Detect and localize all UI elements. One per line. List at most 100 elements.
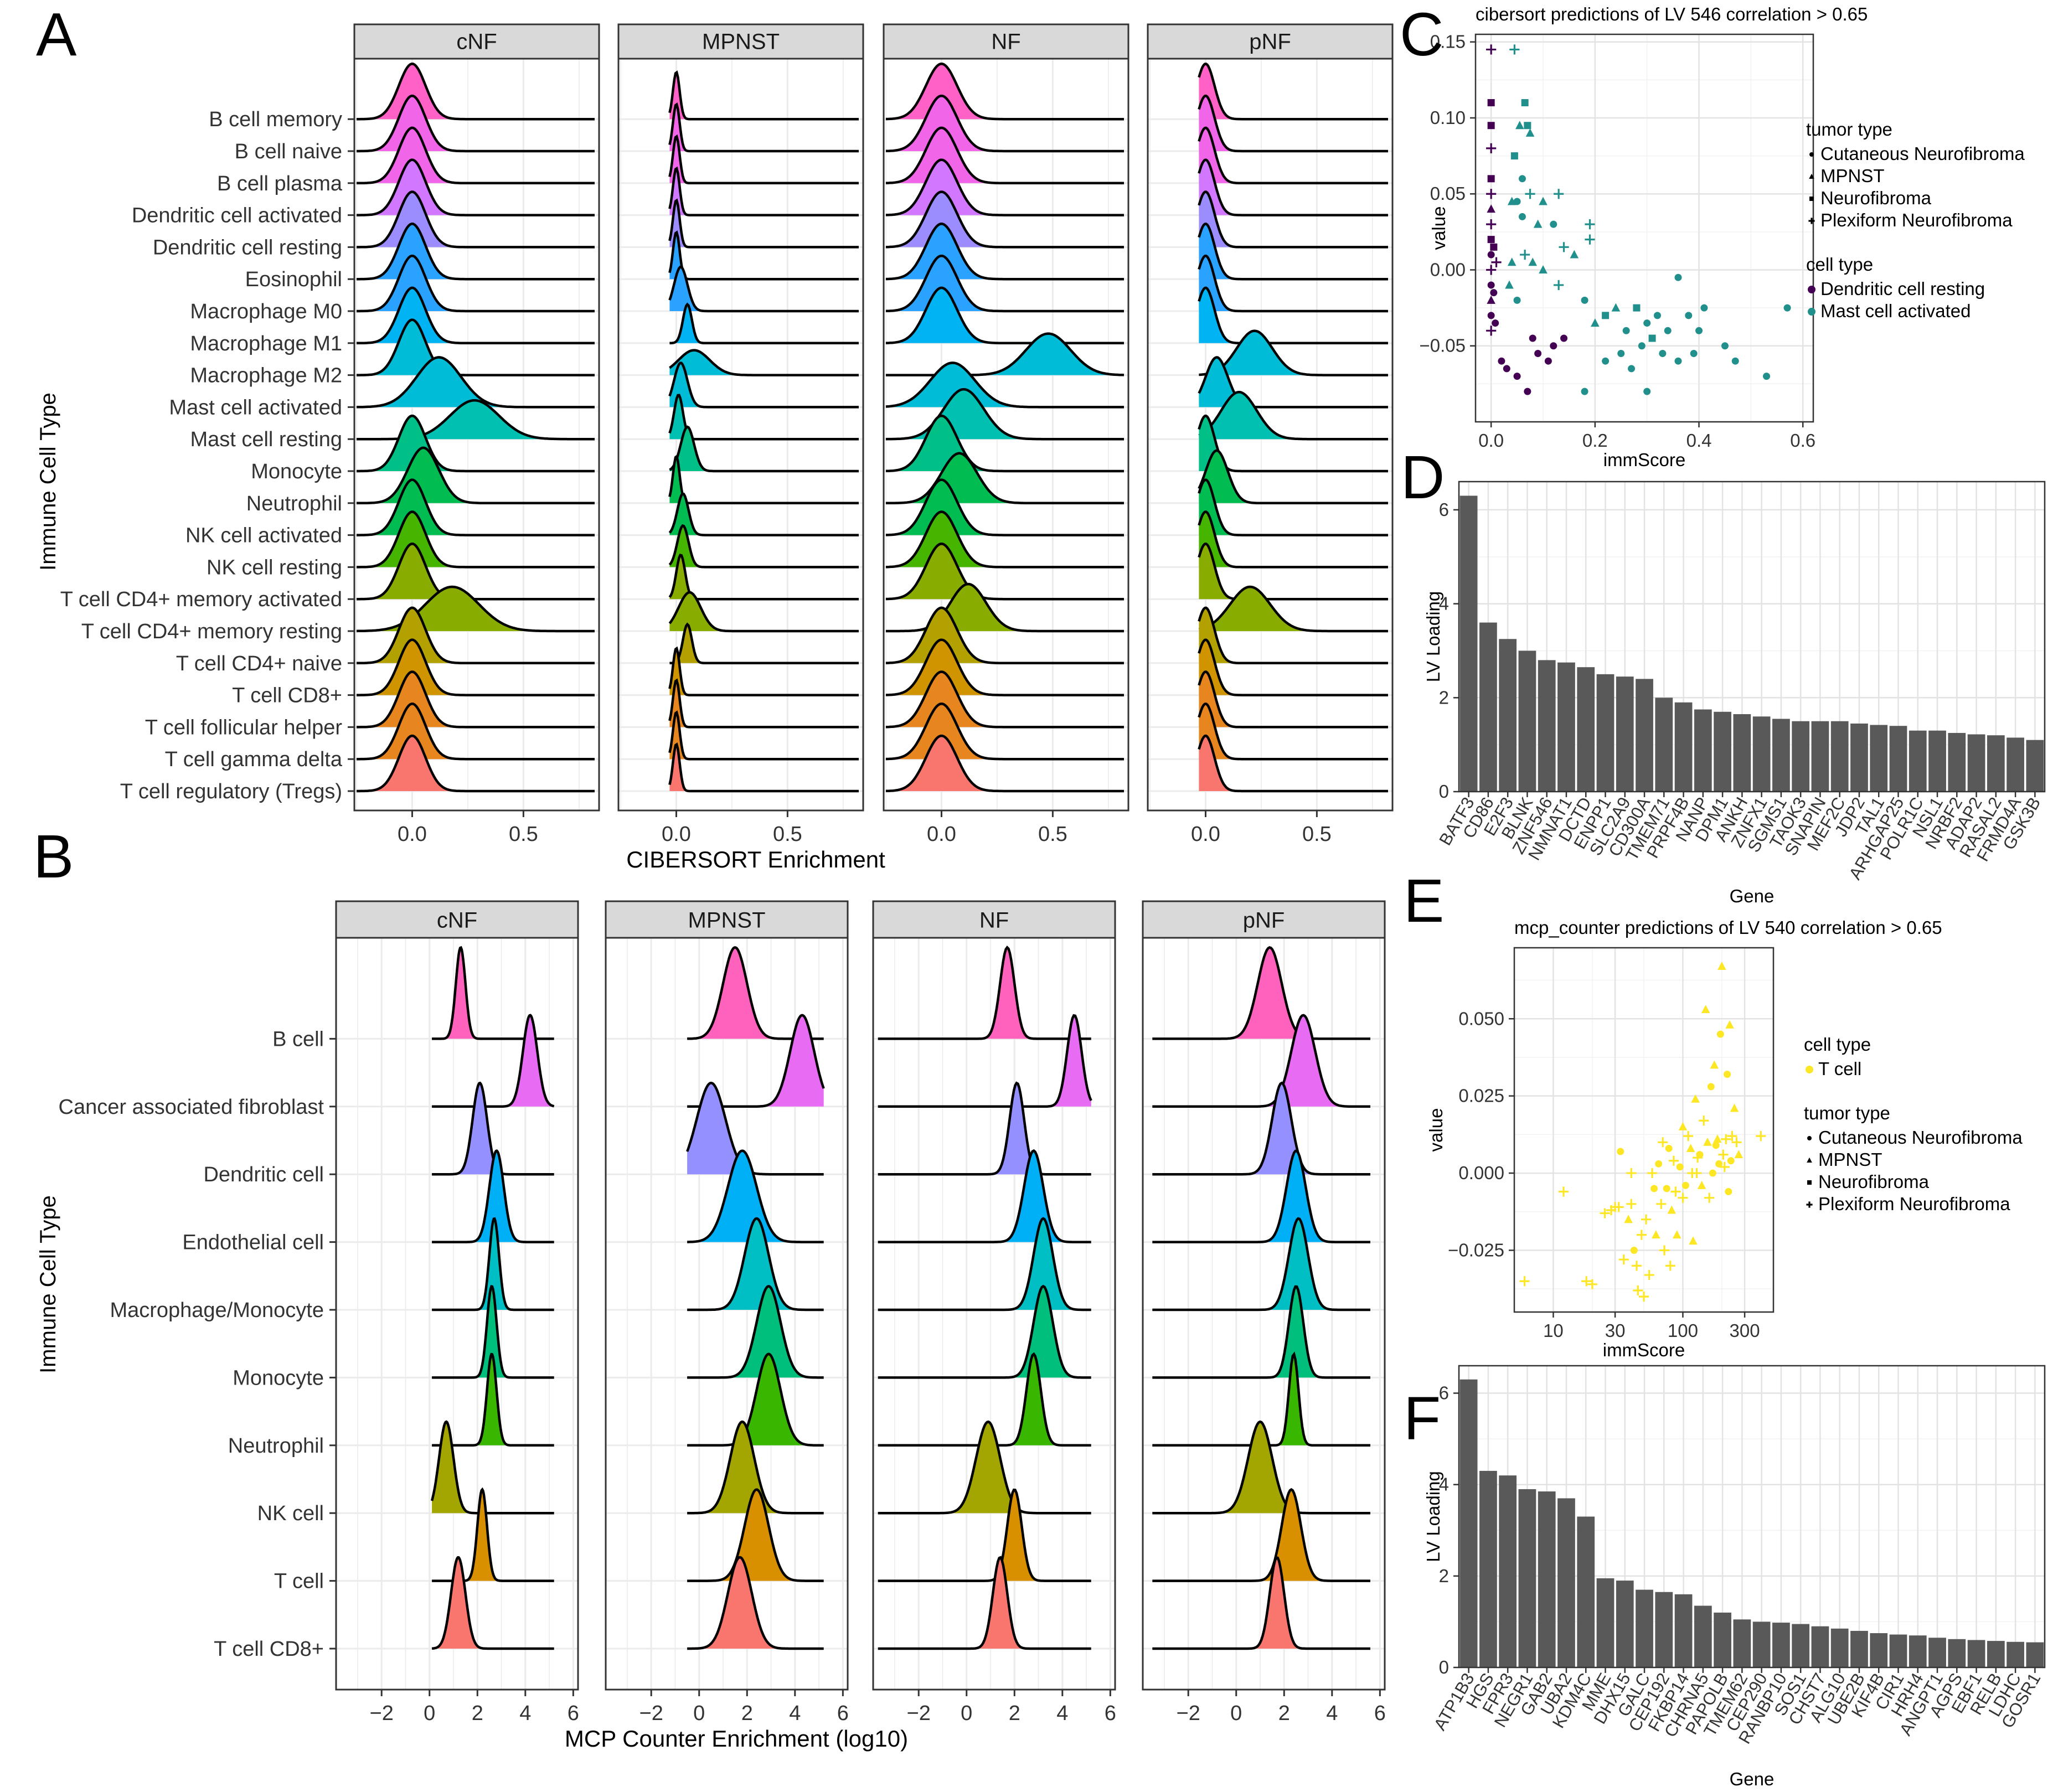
x-tick-label: 0.0 [1478, 430, 1504, 451]
data-point [1724, 1071, 1731, 1078]
bar [1987, 1641, 2005, 1667]
data-point [1611, 303, 1621, 312]
ridge-line-nf [878, 1556, 1091, 1650]
y-category-label: Macrophage M2 [190, 364, 342, 388]
data-point [1718, 1149, 1729, 1160]
legend-title: cell type [1806, 254, 1873, 275]
data-point [1520, 249, 1530, 260]
ridge-line-pnf [1152, 1081, 1370, 1176]
bar [1850, 1630, 1868, 1667]
x-tick-label: 0 [424, 1702, 435, 1725]
data-point [1667, 1205, 1677, 1214]
ridge-line-pnf [1198, 510, 1388, 569]
y-tick-label: 4 [1439, 1474, 1449, 1495]
ridge-line-nf [878, 945, 1091, 1040]
ridge-fill-pnf [1199, 544, 1388, 600]
ridge-line-nf [886, 332, 1125, 376]
data-point [1486, 219, 1497, 230]
y-axis-title: value [1428, 206, 1449, 250]
ridge-line-cnf [357, 126, 595, 185]
data-point [1633, 304, 1641, 312]
ridge-line-pnf [1198, 734, 1388, 793]
data-point [1626, 1199, 1637, 1209]
ridge-line-nf [886, 452, 1124, 505]
ridge-fill-pnf [1199, 587, 1388, 631]
data-point [1730, 1103, 1739, 1112]
bar [1459, 1379, 1478, 1667]
y-category-label: T cell CD4+ memory activated [60, 588, 342, 611]
bar [1909, 730, 1927, 792]
data-point [1686, 1144, 1695, 1152]
data-point [1719, 1161, 1730, 1173]
ridge-fill-pnf [1199, 450, 1388, 503]
x-tick-label: 2 [1009, 1702, 1020, 1725]
data-point [1585, 219, 1595, 230]
ridge-line-mpnst [668, 492, 859, 536]
bar [1714, 1612, 1731, 1667]
bar [1928, 730, 1946, 792]
data-point [1647, 1168, 1658, 1179]
data-point [1656, 1199, 1667, 1209]
bar [1948, 732, 1966, 792]
x-tick-label: 0.0 [398, 823, 427, 846]
x-tick-label: 4 [789, 1702, 801, 1725]
facet-label-pnf: pNF [1243, 908, 1285, 933]
bar [1733, 1619, 1751, 1667]
ridge-line-pnf [1198, 222, 1388, 281]
ridge-line-pnf [1152, 1488, 1370, 1582]
bar [1733, 714, 1751, 792]
data-point [1585, 234, 1595, 245]
data-point [1509, 44, 1520, 55]
y-category-label: Dendritic cell activated [132, 204, 342, 228]
bar [1909, 1635, 1927, 1667]
data-point [1507, 257, 1517, 266]
data-point [1510, 152, 1518, 160]
data-point [1558, 1186, 1569, 1197]
legend-key [1808, 308, 1815, 316]
bar [1636, 1589, 1653, 1667]
ridge-fill-pnf [1199, 159, 1388, 215]
y-category-label: B cell plasma [217, 172, 343, 195]
ridge-fill-pnf [1199, 287, 1388, 343]
y-axis-title: value [1426, 1108, 1446, 1152]
facet-label-pnf: pNF [1249, 30, 1291, 54]
bar [1850, 723, 1868, 792]
x-axis-title: Gene [1730, 1769, 1775, 1789]
data-point [1631, 1261, 1642, 1271]
y-category-label: T cell follicular helper [145, 716, 343, 739]
ridge-line-nf [886, 414, 1124, 473]
ridge-fill-pnf [1199, 512, 1388, 567]
data-point [1487, 236, 1495, 244]
bar [1518, 650, 1536, 792]
data-point [1638, 342, 1646, 350]
data-point [1490, 243, 1498, 251]
bar [1577, 667, 1595, 792]
ridge-line-nf [886, 223, 1124, 281]
ridge-line-mpnst [668, 678, 859, 729]
data-point [1554, 280, 1564, 291]
plot-border [1513, 947, 1775, 1313]
y-category-label: Endothelial cell [182, 1231, 324, 1254]
x-tick-label: 0.0 [1191, 823, 1220, 846]
legend-label: T cell [1818, 1058, 1861, 1079]
data-point [1550, 342, 1557, 350]
data-point [1498, 357, 1505, 365]
bar [1479, 1470, 1497, 1667]
data-point [1731, 1137, 1742, 1148]
data-point [1529, 334, 1536, 342]
ridge-line-pnf [1198, 126, 1388, 185]
y-tick-label: 0.00 [1430, 259, 1466, 280]
data-point [1665, 1144, 1673, 1152]
y-tick-label: 0 [1439, 781, 1449, 802]
panel-b: cNF −2 0 2 4 6 MPNST −2 0 2 4 6 NF −2 0 2 4 6 pNF −2 0 2 4 6 T c… [36, 900, 1386, 1752]
bar [1577, 1516, 1595, 1667]
data-point [1713, 1134, 1722, 1143]
bar [1948, 1639, 1966, 1667]
legend-label: Plexiform Neurofibroma [1820, 210, 2013, 230]
ridge-line-cnf [432, 1217, 554, 1311]
x-tick-label: 0.5 [773, 823, 802, 846]
panel-e: mcp_counter predictions of LV 540 correl… [1426, 917, 2023, 1360]
data-point [1587, 1279, 1597, 1289]
x-tick-label: 4 [1056, 1702, 1068, 1725]
x-tick-label: 0.5 [509, 823, 538, 846]
